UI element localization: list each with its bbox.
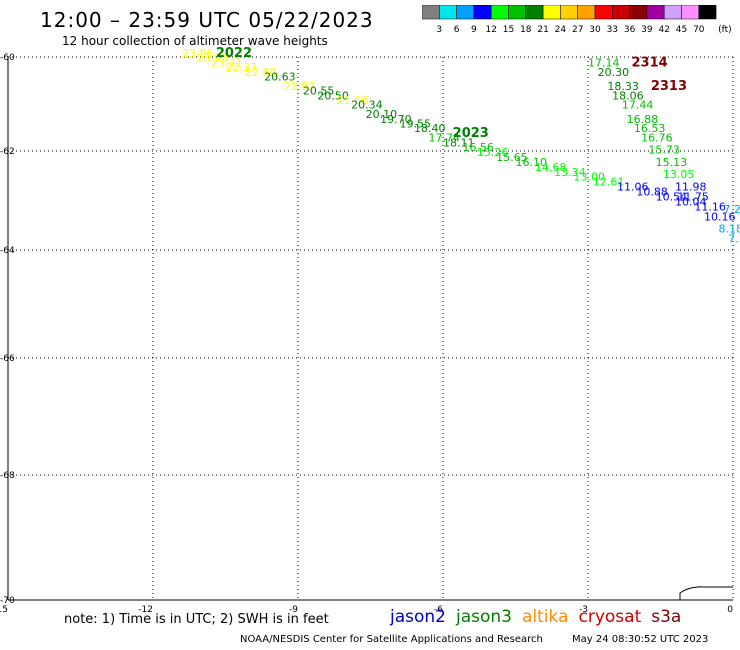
wave-height-value: 7.3	[728, 233, 740, 246]
color-scale-label: 42	[658, 25, 669, 35]
y-tick-label: -66	[0, 354, 15, 364]
color-scale-label: 30	[589, 25, 601, 35]
y-tick-label: -64	[0, 246, 15, 256]
color-scale-label: 45	[676, 25, 687, 35]
color-scale-bar: 3 6 9 12 15 18 21 24 27 30 33 36 39 42 45 70 (ft)	[422, 5, 732, 35]
wave-height-value: 12.61	[593, 176, 625, 189]
wave-height-value: 19.70	[380, 113, 412, 126]
wave-height-value: 16.88	[627, 113, 659, 126]
legend-jason3: jason3	[456, 607, 512, 627]
wave-height-value: 13.34	[554, 166, 586, 179]
wave-height-value: 20.50	[317, 89, 349, 102]
wave-height-value: 10.88	[636, 186, 668, 199]
wave-height-value: 13.00	[574, 171, 606, 184]
y-tick-label: -62	[0, 147, 15, 157]
color-scale-label: 70	[693, 25, 705, 35]
wave-height-value: 16.56	[462, 141, 494, 154]
track-number-label: 2313	[651, 79, 687, 94]
y-tick-label: -60	[0, 53, 15, 63]
wave-height-value: 16.76	[641, 132, 673, 145]
y-tick-label: -68	[0, 471, 15, 481]
wave-height-value: 8.18	[719, 223, 740, 236]
wave-height-value: 19.55	[400, 118, 432, 131]
wave-height-value: 22.80	[245, 66, 276, 79]
wave-height-value: 10.16	[704, 210, 736, 223]
track-number-label: 2023	[453, 126, 489, 141]
wave-height-value: 17.74	[429, 132, 461, 145]
color-scale-label: 15	[503, 25, 514, 35]
wave-height-value: 18.06	[612, 89, 644, 102]
color-scale-label: 39	[641, 25, 653, 35]
map-subtitle: 12 hour collection of altimeter wave hei…	[62, 34, 328, 48]
wave-height-value: 15.73	[648, 143, 680, 156]
wave-height-value: 16.53	[634, 122, 666, 135]
wave-height-value: 14.68	[535, 161, 567, 174]
wave-height-value: 21.93	[284, 80, 316, 93]
wave-height-value: 22.37	[226, 61, 258, 74]
wave-height-value: 11.06	[617, 181, 649, 194]
coastline	[679, 586, 733, 600]
wave-height-value: 20.63	[264, 71, 296, 84]
timestamp-text: May 24 08:30:52 UTC 2023	[572, 634, 709, 645]
legend-altika: altika	[522, 607, 569, 627]
wave-height-value: 10.54	[656, 191, 688, 204]
wave-height-value: 17.14	[588, 56, 620, 69]
color-scale-label: 12	[485, 25, 496, 35]
x-tick-label: -9	[289, 605, 298, 615]
wave-height-value: 16.10	[516, 156, 548, 169]
x-tick-label: -6	[434, 605, 443, 615]
y-tick-label: -70	[0, 596, 15, 606]
color-scale-label: 6	[454, 25, 460, 35]
usage-note: note: 1) Time is in UTC; 2) SWH is in fe…	[64, 612, 329, 627]
color-scale-label: 3	[436, 25, 442, 35]
wave-height-value: 23.41	[211, 56, 243, 69]
wave-height-value: 13.05	[663, 168, 695, 181]
color-scale-label: 24	[555, 25, 567, 35]
wave-height-value: 20.55	[303, 85, 335, 98]
track-number-label: 2314	[632, 55, 668, 70]
color-scale-label: 27	[572, 25, 583, 35]
x-tick-label: -12	[138, 605, 153, 615]
wave-height-value: 7.2	[723, 203, 740, 216]
wave-height-value: 20.34	[351, 99, 383, 112]
wave-height-value: 10.04	[675, 195, 707, 208]
color-scale-label: 36	[624, 25, 636, 35]
x-tick-label: -15	[0, 605, 8, 615]
x-tick-label: -3	[579, 605, 588, 615]
color-scale-label: 18	[520, 25, 532, 35]
color-scale-unit: (ft)	[718, 25, 732, 35]
color-scale-label: 33	[607, 25, 618, 35]
color-scale-label: 9	[471, 25, 477, 35]
wave-height-value: 11.75	[677, 191, 709, 204]
satellite-legend: jason2 jason3 altika cryosat s3a	[390, 607, 691, 627]
wave-height-value: 11.98	[675, 181, 707, 194]
wave-height-value: 18.11	[443, 136, 475, 149]
color-scale-label: 21	[537, 25, 548, 35]
legend-jason2: jason2	[390, 607, 446, 627]
wave-height-value: 15.26	[477, 146, 509, 159]
wave-height-value: 20.10	[366, 108, 398, 121]
wave-height-value: 17.44	[622, 99, 654, 112]
legend-cryosat: cryosat	[578, 607, 642, 627]
legend-s3a: s3a	[651, 607, 682, 627]
wave-height-value: 21.66	[337, 94, 369, 107]
wave-height-value: 23.86	[182, 47, 214, 60]
track-number-label: 2022	[216, 46, 252, 61]
wave-height-value: 20.30	[598, 66, 630, 79]
credit-text: NOAA/NESDIS Center for Satellite Applica…	[240, 634, 543, 645]
wave-height-value: 11.16	[694, 200, 726, 213]
color-swatch	[698, 5, 717, 20]
wave-height-value: 15.65	[496, 151, 527, 164]
map-title: 12:00 – 23:59 UTC 05/22/2023	[40, 8, 374, 32]
wave-height-map: -15 -12 -9 -6 -3 0 -60 -62 -64 -66 -68 -70 23.8623.9…	[0, 46, 740, 615]
x-tick-label: 0	[727, 605, 733, 615]
footer: NOAA/NESDIS Center for Satellite Applica…	[240, 634, 708, 645]
wave-height-value: 18.40	[414, 122, 446, 135]
wave-height-value: 15.13	[656, 156, 688, 169]
wave-height-value: 18.33	[607, 80, 639, 93]
wave-height-value: 23.93	[197, 52, 229, 65]
